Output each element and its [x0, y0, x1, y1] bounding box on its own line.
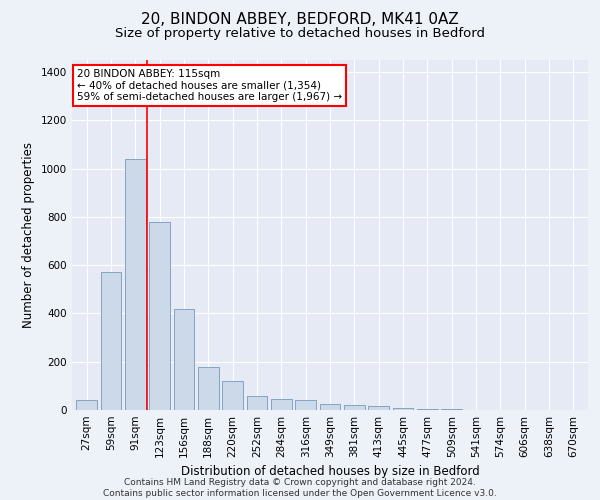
- Bar: [392, 408, 413, 410]
- Bar: [101, 272, 121, 410]
- Bar: [368, 406, 389, 410]
- X-axis label: Distribution of detached houses by size in Bedford: Distribution of detached houses by size …: [181, 466, 479, 478]
- Bar: [295, 400, 316, 410]
- Bar: [271, 399, 292, 410]
- Text: 20 BINDON ABBEY: 115sqm
← 40% of detached houses are smaller (1,354)
59% of semi: 20 BINDON ABBEY: 115sqm ← 40% of detache…: [77, 69, 342, 102]
- Bar: [173, 308, 194, 410]
- Bar: [149, 222, 170, 410]
- Bar: [320, 404, 340, 410]
- Bar: [247, 396, 268, 410]
- Bar: [198, 366, 218, 410]
- Bar: [344, 405, 365, 410]
- Bar: [222, 381, 243, 410]
- Text: 20, BINDON ABBEY, BEDFORD, MK41 0AZ: 20, BINDON ABBEY, BEDFORD, MK41 0AZ: [141, 12, 459, 28]
- Text: Size of property relative to detached houses in Bedford: Size of property relative to detached ho…: [115, 28, 485, 40]
- Bar: [125, 159, 146, 410]
- Y-axis label: Number of detached properties: Number of detached properties: [22, 142, 35, 328]
- Bar: [417, 409, 438, 410]
- Bar: [76, 400, 97, 410]
- Text: Contains HM Land Registry data © Crown copyright and database right 2024.
Contai: Contains HM Land Registry data © Crown c…: [103, 478, 497, 498]
